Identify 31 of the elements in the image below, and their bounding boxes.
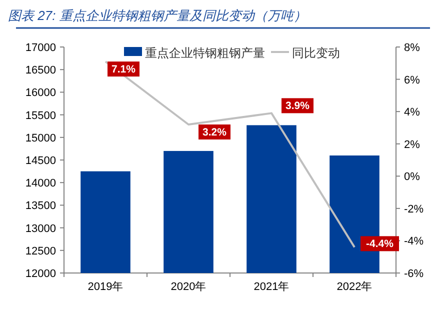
- y2-tick-label: 4%: [404, 106, 420, 119]
- x-tick-label: 2019年: [88, 281, 124, 293]
- y-tick-label: 17000: [25, 42, 56, 54]
- y-tick-label: 13000: [25, 222, 56, 235]
- data-label: 3.9%: [286, 100, 310, 112]
- y-tick-label: 12500: [25, 245, 56, 258]
- data-label: -4.4%: [366, 238, 394, 250]
- y-tick-label: 14000: [25, 178, 56, 190]
- x-tick-label: 2022年: [336, 281, 372, 293]
- y-tick-label: 15000: [25, 132, 56, 144]
- y2-tick-label: 0%: [404, 171, 420, 184]
- legend-label: 重点企业特钢粗钢产量: [145, 46, 265, 60]
- y2-tick-label: -2%: [404, 203, 424, 216]
- y-tick-label: 15500: [25, 110, 56, 122]
- y-tick-label: 16000: [25, 87, 56, 100]
- y2-tick-label: -6%: [404, 268, 424, 280]
- line-series: [104, 60, 356, 248]
- y-tick-label: 13500: [25, 200, 56, 212]
- y-tick-label: 16500: [25, 64, 56, 77]
- data-label: 3.2%: [202, 126, 228, 138]
- data-label: 7.1%: [112, 64, 136, 76]
- y-tick-label: 12000: [25, 268, 56, 280]
- x-tick-label: 2020年: [170, 281, 206, 293]
- x-tick-label: 2021年: [254, 281, 290, 293]
- y2-tick-label: 2%: [404, 138, 420, 151]
- legend-label: 同比变动: [292, 46, 340, 60]
- y2-tick-label: 6%: [404, 74, 420, 86]
- y2-tick-label: 8%: [404, 42, 420, 54]
- y2-tick-label: -4%: [404, 236, 424, 248]
- chart-title: 图表 27: 重点企业特钢粗钢产量及同比变动（万吨）: [8, 8, 306, 23]
- y-tick-label: 14500: [25, 155, 56, 167]
